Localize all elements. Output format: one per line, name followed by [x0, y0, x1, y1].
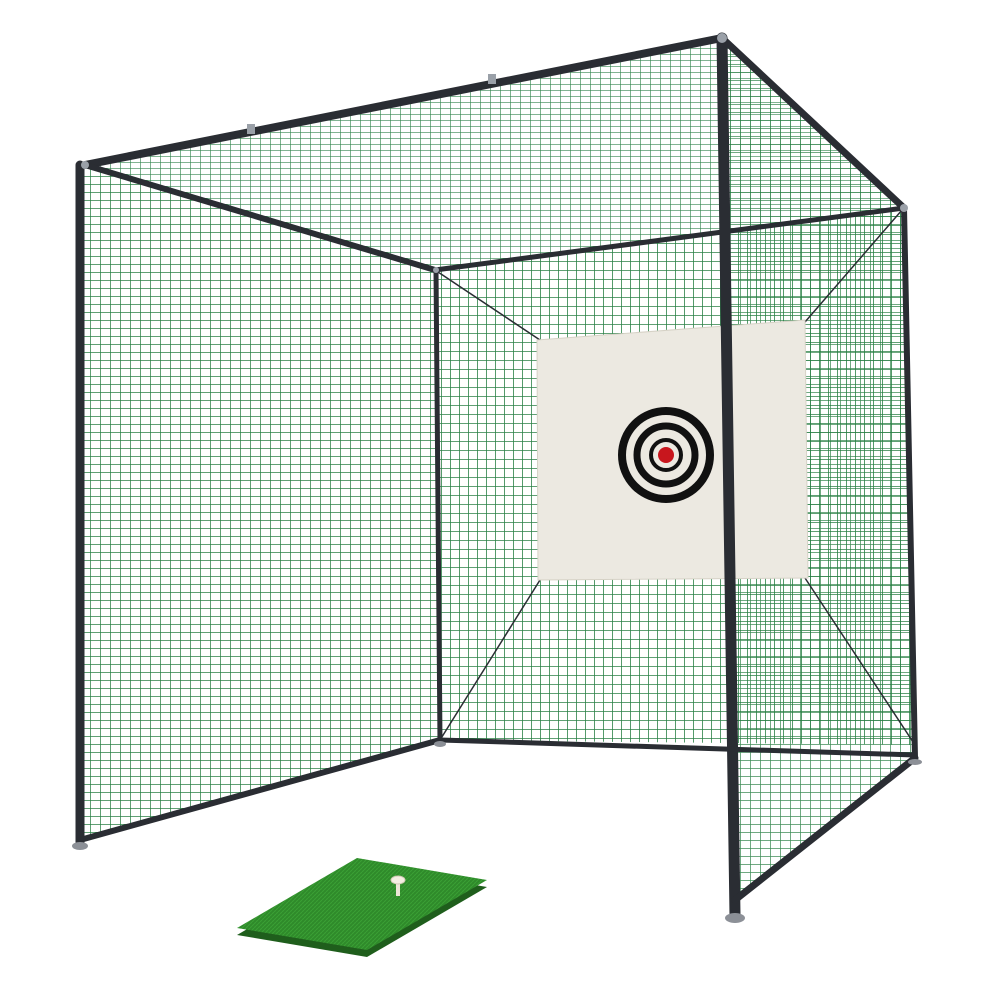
golf-tee-icon	[390, 875, 406, 896]
frame-feet	[72, 741, 922, 923]
foot-back-left	[434, 741, 446, 747]
target	[536, 319, 809, 581]
frame-top-front	[81, 34, 726, 169]
frame-post-back-right	[901, 205, 918, 761]
target-ring-outer	[618, 407, 714, 503]
frame-post-back-left	[433, 267, 443, 745]
target-bullseye	[658, 447, 674, 463]
frame-top-left	[82, 162, 438, 273]
right-side-net	[722, 40, 915, 900]
frame-bottom-right	[731, 754, 919, 904]
left-side-net	[80, 165, 440, 840]
hitting-mat	[237, 858, 487, 957]
mat-surface	[237, 858, 487, 950]
target-panel	[536, 319, 809, 581]
frame-bottom-left	[77, 737, 443, 843]
foot-front-left	[72, 842, 88, 850]
foot-front-right	[725, 913, 745, 923]
frame-top-right	[718, 34, 908, 212]
frame-post-front-right	[716, 32, 741, 921]
frame-joints	[81, 33, 908, 273]
frame-bottom-back	[437, 737, 918, 758]
target-ring-middle	[633, 422, 699, 488]
frame-top-back	[432, 205, 907, 273]
target-ring-inner	[649, 438, 683, 472]
cage-frame	[75, 32, 919, 921]
tension-cords	[434, 209, 916, 746]
foot-back-right	[908, 759, 922, 765]
roof-net	[90, 40, 902, 270]
